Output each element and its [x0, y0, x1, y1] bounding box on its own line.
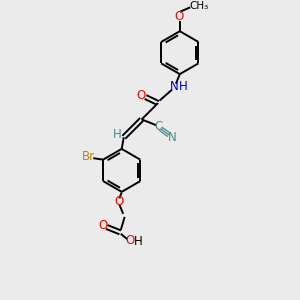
Text: O: O: [98, 219, 107, 232]
Text: H: H: [113, 128, 122, 141]
Text: N: N: [168, 131, 176, 144]
Text: C: C: [154, 120, 162, 134]
Text: O: O: [137, 89, 146, 102]
Text: Br: Br: [82, 150, 95, 163]
Text: O: O: [175, 10, 184, 23]
Text: H: H: [134, 235, 142, 248]
Text: O: O: [114, 195, 123, 208]
Text: O: O: [125, 234, 134, 247]
Text: N: N: [169, 80, 178, 93]
Text: CH₃: CH₃: [190, 1, 209, 11]
Text: H: H: [179, 80, 188, 93]
